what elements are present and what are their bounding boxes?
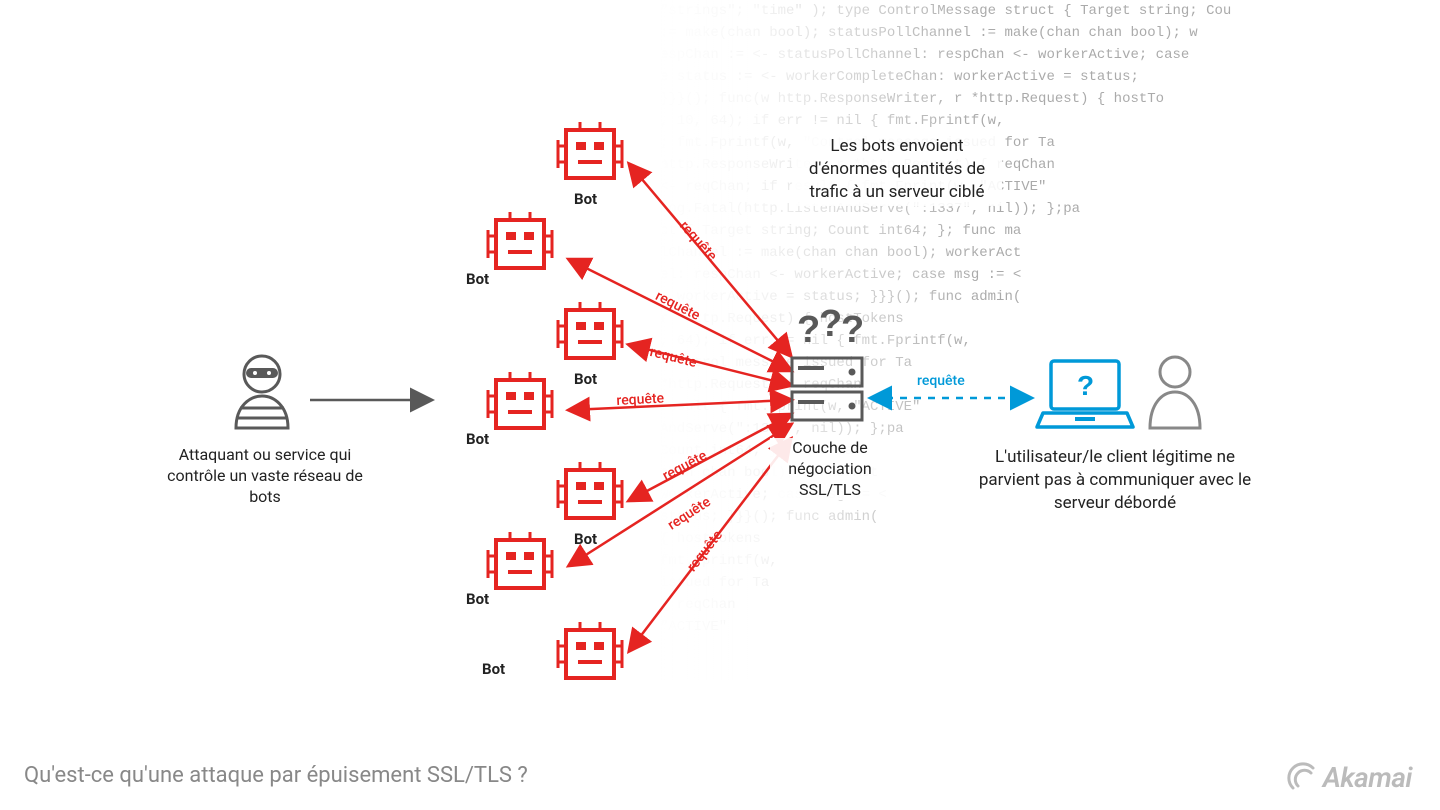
diagram-stage: Attaquant ou service qui contrôle un vas… [0,0,1440,810]
bot-icon [482,372,558,438]
bot-label: Bot [574,370,597,388]
user-request-label: requête [917,373,965,389]
brand-logo: Akamai [1287,761,1412,794]
request-label-1: requête [676,218,720,264]
bot-label: Bot [574,190,597,208]
request-label-7: requête [684,527,726,574]
bot-icon [552,622,628,688]
bot-2: Bot [482,212,558,282]
bot-label: Bot [482,660,505,678]
bot-icon [552,462,628,528]
bot-6: Bot [482,532,558,602]
bot-label: Bot [466,590,489,608]
svg-text:?: ? [797,309,820,351]
bot-5: Bot [552,462,628,532]
bot-label: Bot [466,430,489,448]
logo-wave-icon [1287,762,1319,794]
footer-title: Qu'est-ce qu'une attaque par épuisement … [24,763,528,788]
bot-1: Bot [552,122,628,192]
bot-3: Bot [552,302,628,372]
laptop-icon: ? [1035,355,1135,433]
bot-icon [482,532,558,598]
svg-text:?: ? [841,309,864,351]
user-caption: L'utilisateur/le client légitime ne parv… [970,444,1260,517]
bot-icon [482,212,558,278]
svg-text:?: ? [1077,370,1094,401]
bot-4: Bot [482,372,558,442]
request-label-4: requête [616,391,664,409]
connections-svg [0,0,1440,810]
bot-label: Bot [466,270,489,288]
attacker-label: Attaquant ou service qui contrôle un vas… [165,445,365,507]
attacker-node [222,350,302,434]
bot-7: Bot [552,622,628,692]
laptop-node: ? [1035,355,1135,437]
server-icon: ? ? ? [782,306,872,436]
bot-label: Bot [574,530,597,548]
person-icon [1140,352,1210,432]
logo-text: Akamai [1323,761,1412,794]
person-node [1140,352,1210,436]
bot-icon [552,122,628,188]
attacker-icon [224,350,300,430]
svg-text:?: ? [819,306,842,345]
request-label-6: requête [665,494,714,533]
request-label-5: requête [660,448,710,485]
server-node: ? ? ? [782,306,872,440]
bots-caption: Les bots envoient d'énormes quantités de… [792,133,1002,206]
server-label: Couche de négociation SSL/TLS [770,438,890,500]
request-label-2: requête [653,288,703,324]
bot-icon [552,302,628,368]
request-label-3: requête [648,344,698,371]
